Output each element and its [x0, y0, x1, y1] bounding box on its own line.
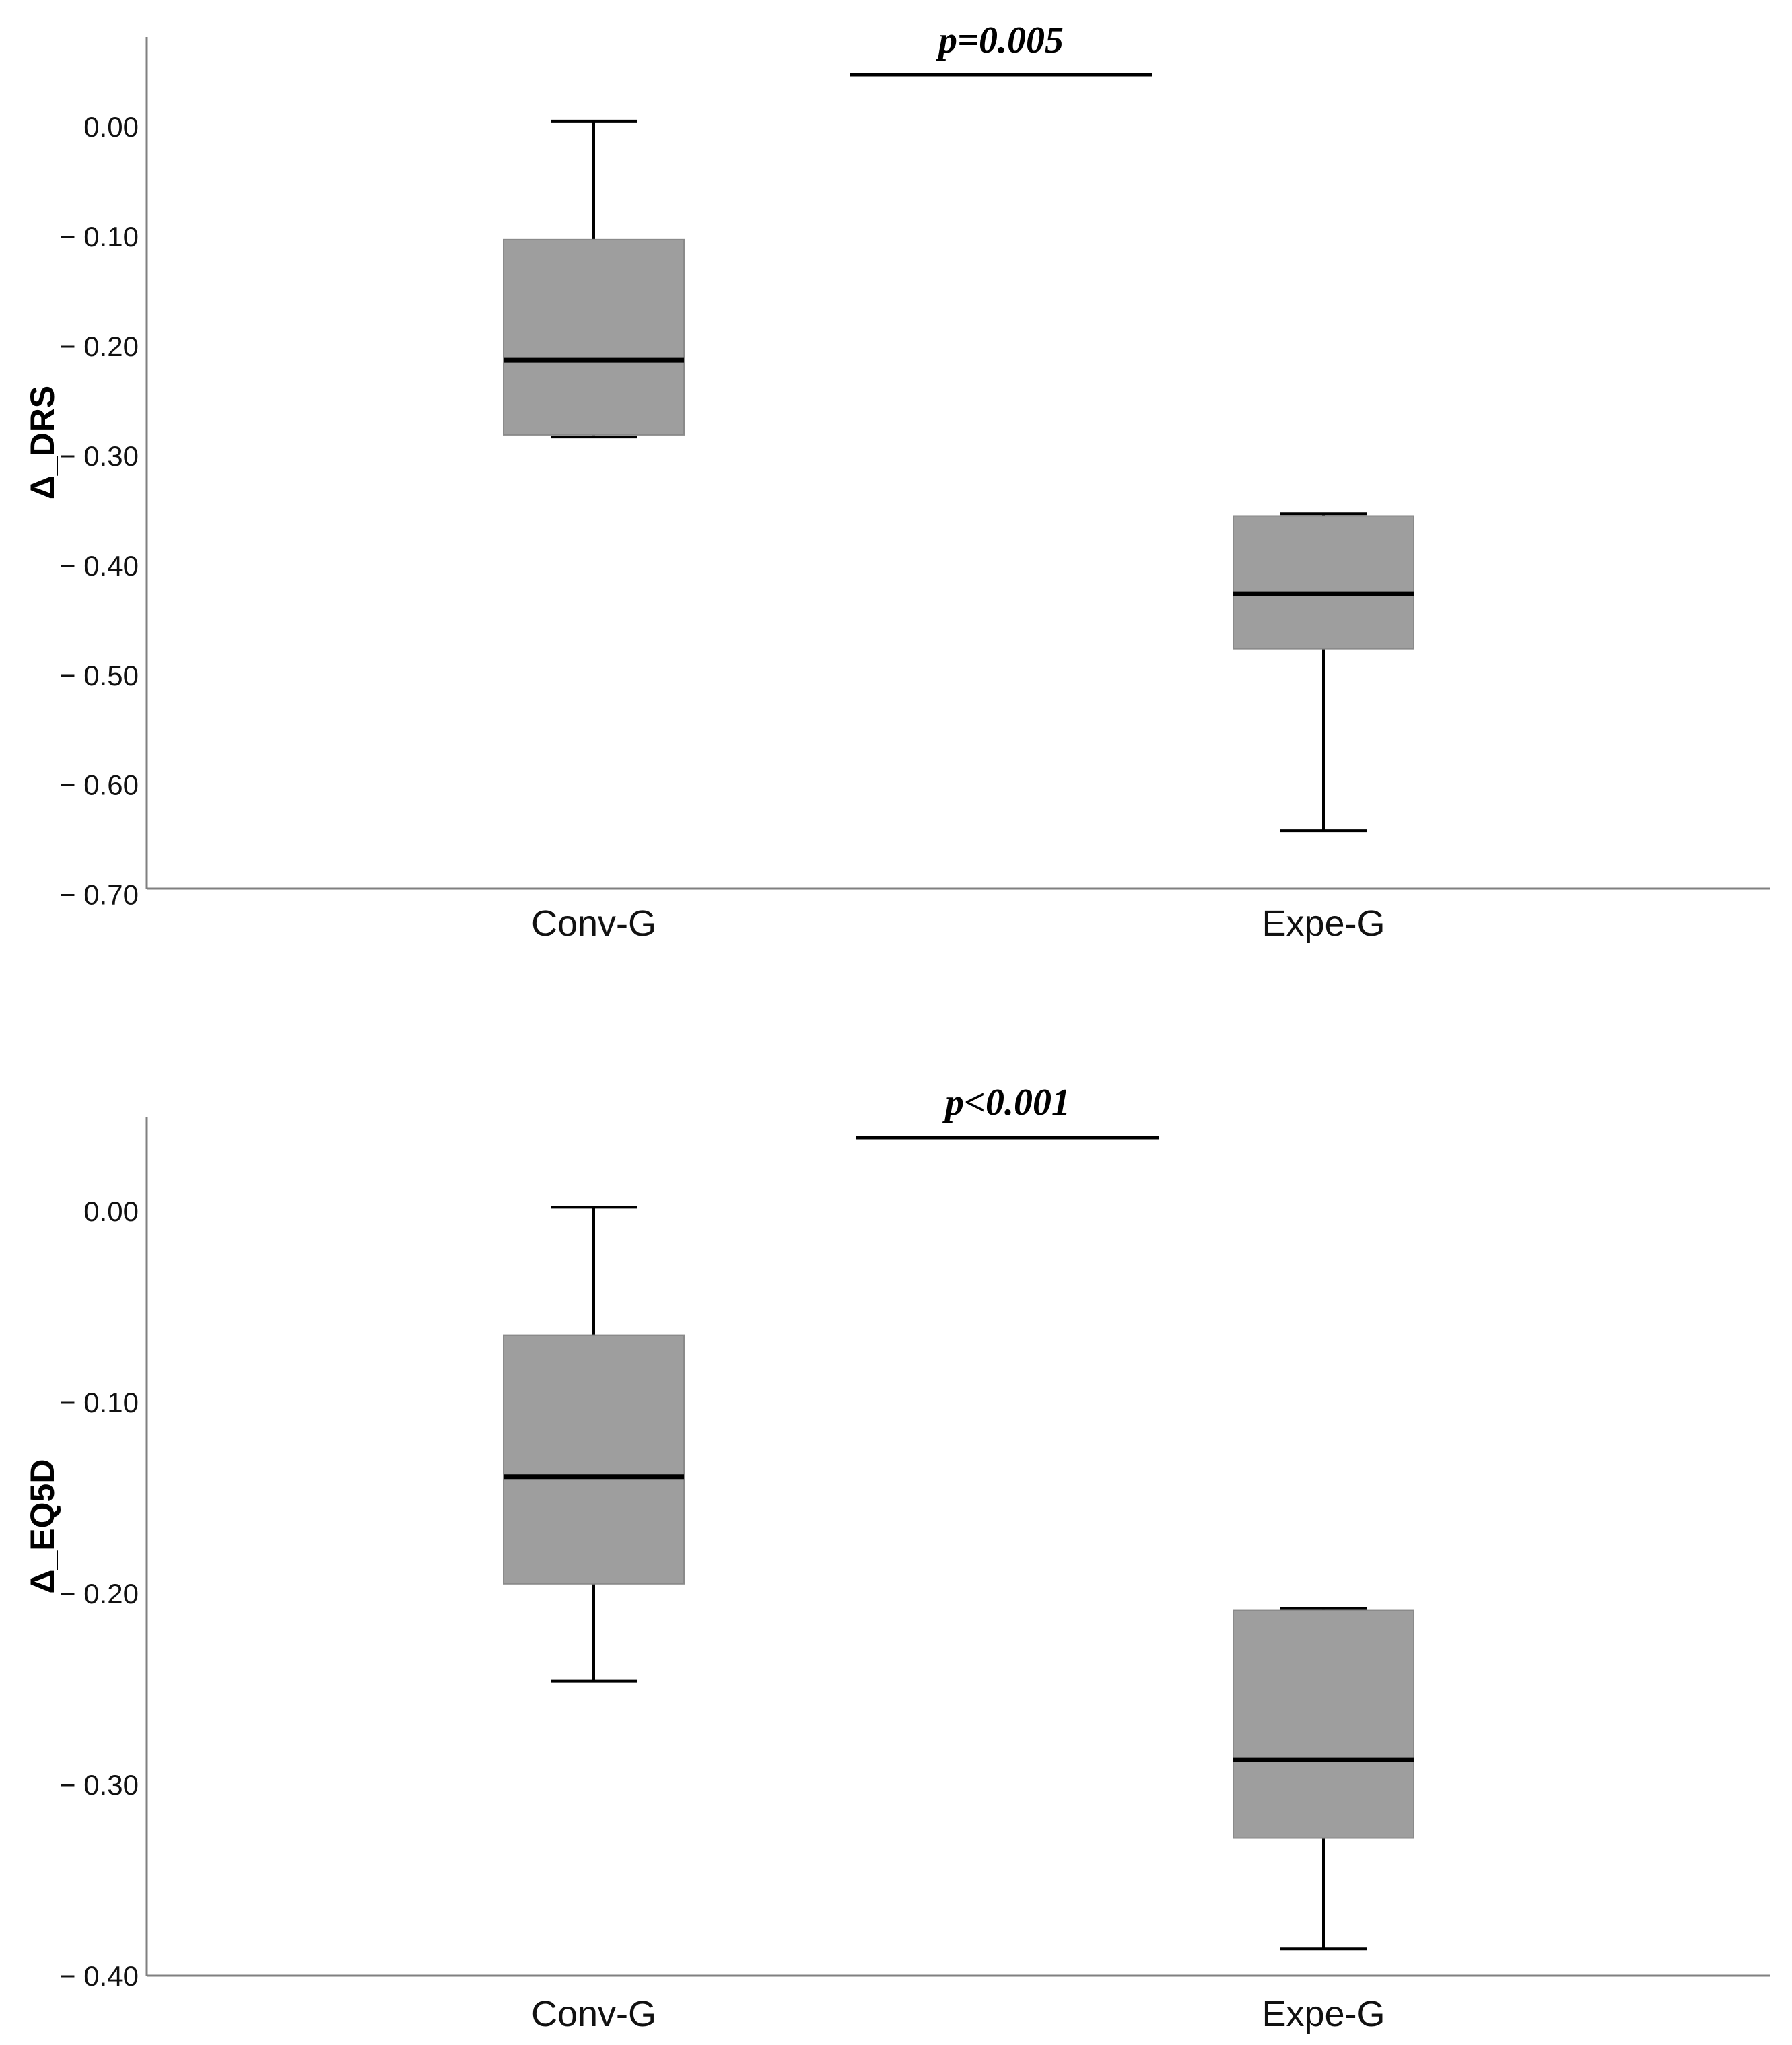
y-tick-label: 0.00: [83, 111, 139, 143]
box-iqr: [503, 1334, 685, 1585]
x-category-label: Expe-G: [1262, 903, 1385, 944]
y-tick-label: 0.00: [83, 1195, 139, 1227]
y-tick-label: − 0.30: [59, 1769, 139, 1801]
box-iqr: [1233, 1609, 1414, 1839]
y-tick-label: − 0.10: [59, 1387, 139, 1418]
drs-boxplot-panel: 0.00 − 0.10 − 0.20 − 0.30 − 0.40 − 0.50 − 0.60…: [24, 20, 1770, 944]
y-tick-label: − 0.50: [59, 660, 139, 691]
y-tick-label: − 0.20: [59, 331, 139, 362]
p-value-label: p=0.005: [936, 20, 1064, 61]
box-iqr: [503, 238, 685, 436]
box-iqr: [1233, 515, 1414, 650]
x-category-label: Conv-G: [531, 1994, 656, 2034]
y-tick-label: − 0.20: [59, 1578, 139, 1609]
y-tick-label: − 0.70: [59, 879, 139, 911]
p-value-label: p<0.001: [942, 1082, 1070, 1123]
y-axis-title: Δ_DRS: [24, 386, 61, 499]
y-tick-label: − 0.60: [59, 769, 139, 801]
y-tick-label: − 0.10: [59, 221, 139, 252]
x-category-label: Expe-G: [1262, 1994, 1385, 2034]
y-tick-label: − 0.40: [59, 1960, 139, 1992]
eq5d-boxplot-panel: 0.00 − 0.10 − 0.20 − 0.30 − 0.40 Δ_EQ5D Conv-G…: [24, 1082, 1770, 2034]
y-tick-label: − 0.30: [59, 440, 139, 472]
x-category-label: Conv-G: [531, 903, 656, 944]
y-tick-label: − 0.40: [59, 550, 139, 582]
y-axis-title: Δ_EQ5D: [24, 1459, 61, 1594]
